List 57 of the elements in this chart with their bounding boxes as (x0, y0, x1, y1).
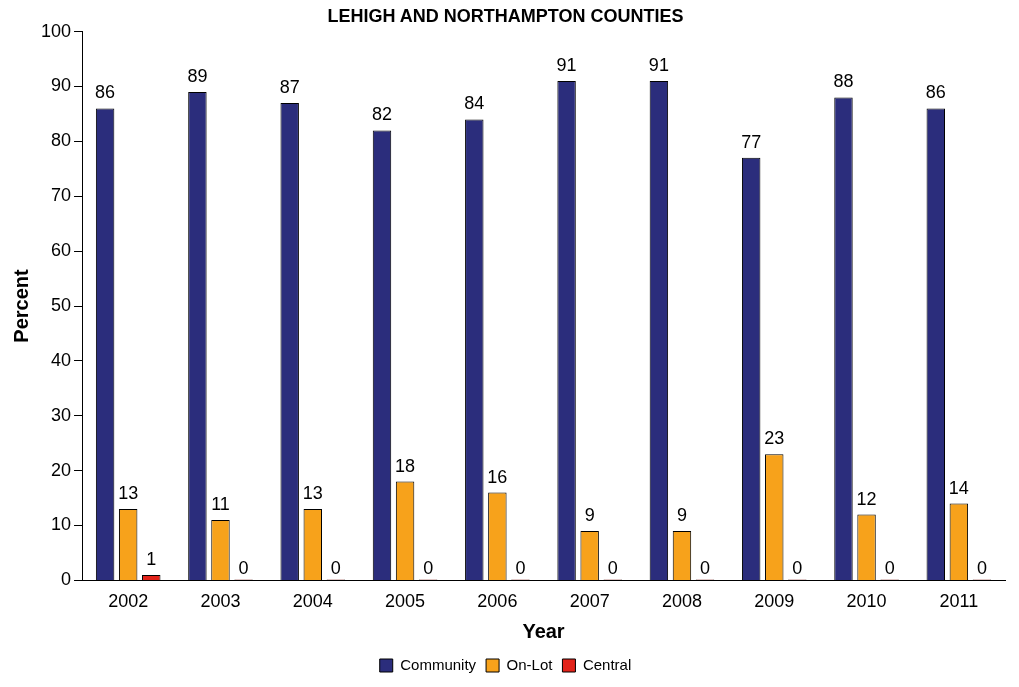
data-label: 77 (741, 131, 762, 152)
data-label: 0 (792, 558, 803, 579)
legend-label: On-Lot (506, 655, 554, 673)
y-tick-label: 0 (61, 569, 72, 590)
data-label: 0 (238, 558, 249, 579)
y-tick-label: 90 (51, 75, 72, 96)
data-label: 91 (556, 54, 577, 75)
data-label: 88 (833, 71, 854, 92)
x-tick-label: 2008 (661, 591, 702, 612)
data-label: 12 (856, 488, 877, 509)
chart-title: LEHIGH AND NORTHAMPTON COUNTIES (327, 5, 684, 26)
x-tick-label: 2010 (846, 591, 887, 612)
data-label: 0 (976, 558, 987, 579)
x-axis-title: Year (522, 619, 565, 642)
y-tick-label: 30 (51, 404, 72, 425)
data-label: 82 (371, 104, 393, 125)
data-label: 0 (607, 558, 618, 579)
x-tick-label: 2002 (108, 591, 149, 612)
y-tick-label: 70 (51, 185, 72, 206)
x-tick-label: 2003 (200, 591, 241, 612)
x-tick-label: 2009 (754, 591, 795, 612)
y-tick-label: 10 (51, 514, 72, 535)
data-label: 0 (515, 558, 526, 579)
data-label: 91 (648, 54, 669, 75)
data-label: 0 (700, 558, 711, 579)
y-tick-label: 20 (51, 459, 72, 480)
legend-label: Central (582, 655, 632, 673)
x-tick-label: 2006 (477, 591, 518, 612)
data-label: 0 (884, 558, 895, 579)
y-tick-label: 40 (51, 349, 72, 370)
data-label: 16 (487, 466, 508, 487)
y-axis-title: Percent (9, 268, 32, 343)
y-tick-label: 50 (51, 294, 72, 315)
data-label: 0 (330, 558, 341, 579)
data-label: 18 (395, 455, 416, 476)
data-label: 86 (925, 82, 946, 103)
x-tick-label: 2005 (385, 591, 426, 612)
data-label: 9 (676, 504, 687, 525)
data-label: 84 (464, 93, 485, 114)
y-tick-label: 80 (51, 130, 72, 151)
legend-label: Community (400, 655, 477, 673)
data-label: 86 (95, 82, 116, 103)
data-label: 23 (764, 428, 785, 449)
data-label: 9 (584, 504, 595, 525)
y-tick-label: 60 (51, 240, 72, 261)
data-label: 13 (118, 483, 139, 504)
data-label: 1 (146, 548, 157, 569)
data-label: 0 (423, 558, 434, 579)
data-label: 87 (279, 76, 300, 97)
x-tick-label: 2011 (939, 591, 979, 612)
data-label: 11 (211, 494, 230, 514)
x-tick-label: 2007 (569, 591, 610, 612)
data-label: 14 (948, 477, 969, 498)
y-tick-label: 100 (40, 20, 72, 41)
data-label: 13 (302, 483, 323, 504)
x-tick-label: 2004 (292, 591, 333, 612)
data-label: 89 (187, 65, 208, 86)
